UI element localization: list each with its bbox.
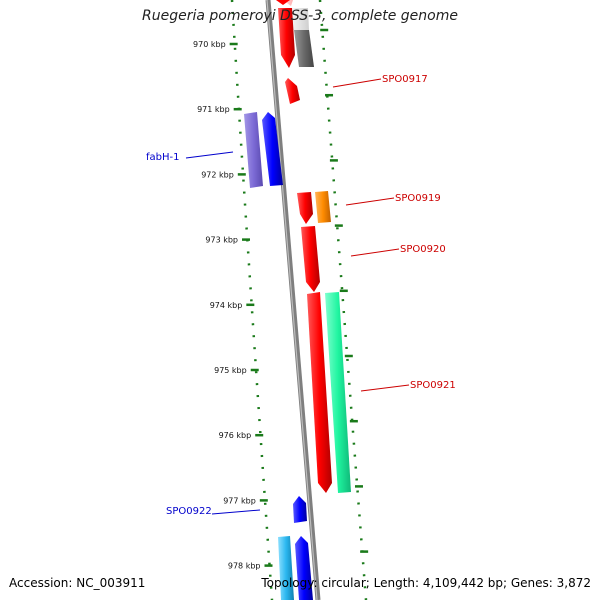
gene-arrow bbox=[278, 8, 295, 68]
gene-label-spo0922[interactable]: SPO0922 bbox=[166, 506, 212, 517]
gene-labels: SPO0917 fabH-1 SPO0919 SPO0920 SPO0921 S… bbox=[146, 74, 456, 517]
ruler-tick-label: 975 kbp bbox=[214, 366, 247, 375]
ruler-tick-label: 973 kbp bbox=[205, 236, 238, 245]
ruler-tick-label: 977 kbp bbox=[223, 496, 256, 505]
gene-arrow bbox=[301, 226, 320, 292]
gene-arrow bbox=[325, 292, 351, 493]
leader-line-spo0919 bbox=[345, 197, 395, 206]
ruler-tick-label: 978 kbp bbox=[228, 562, 261, 571]
gene-arrow bbox=[293, 496, 307, 523]
leader-line-spo0922 bbox=[211, 509, 261, 515]
ruler-tick-label: 974 kbp bbox=[210, 301, 243, 310]
ruler-tick-label: 972 kbp bbox=[201, 170, 234, 179]
leader-line-spo0920 bbox=[350, 248, 400, 257]
gene-arrow bbox=[307, 292, 332, 493]
genome-summary-text: Topology: circular; Length: 4,109,442 bp… bbox=[261, 576, 591, 590]
ruler-tick-label: 971 kbp bbox=[197, 105, 230, 114]
gene-arrow bbox=[295, 536, 313, 600]
genome-backbone-highlight bbox=[266, 0, 318, 601]
gene-features bbox=[244, 0, 351, 600]
ruler-tick-label: 976 kbp bbox=[219, 431, 252, 440]
map-title: Ruegeria pomeroyi DSS-3, complete genome bbox=[142, 8, 458, 24]
gene-arrow bbox=[262, 112, 283, 186]
gene-arrow bbox=[297, 192, 313, 224]
gene-label-fabh-1[interactable]: fabH-1 bbox=[146, 152, 180, 163]
gene-arrow bbox=[285, 78, 300, 104]
gene-label-spo0919[interactable]: SPO0919 bbox=[395, 193, 441, 204]
leader-line-fabh-1 bbox=[185, 151, 234, 159]
ruler-ticks: 970 kbp 971 kbp 972 kbp 973 kbp 974 kbp 975 k… bbox=[193, 28, 369, 571]
gene-arrow bbox=[292, 8, 309, 30]
genome-backbone bbox=[265, 0, 321, 601]
gene-arrow bbox=[244, 112, 263, 188]
gene-arrow bbox=[315, 191, 331, 223]
gene-arrow bbox=[278, 536, 294, 600]
gene-arrow bbox=[276, 0, 290, 5]
gene-label-spo0917[interactable]: SPO0917 bbox=[382, 74, 428, 85]
gene-label-spo0921[interactable]: SPO0921 bbox=[410, 380, 456, 391]
gene-label-leaders bbox=[185, 78, 410, 515]
accession-text: Accession: NC_003911 bbox=[9, 576, 146, 590]
leader-line-spo0921 bbox=[360, 384, 410, 392]
leader-line-spo0917 bbox=[332, 78, 382, 88]
ruler-tick-label: 970 kbp bbox=[193, 40, 226, 49]
gene-label-spo0920[interactable]: SPO0920 bbox=[400, 244, 446, 255]
gene-arrow bbox=[294, 30, 314, 67]
